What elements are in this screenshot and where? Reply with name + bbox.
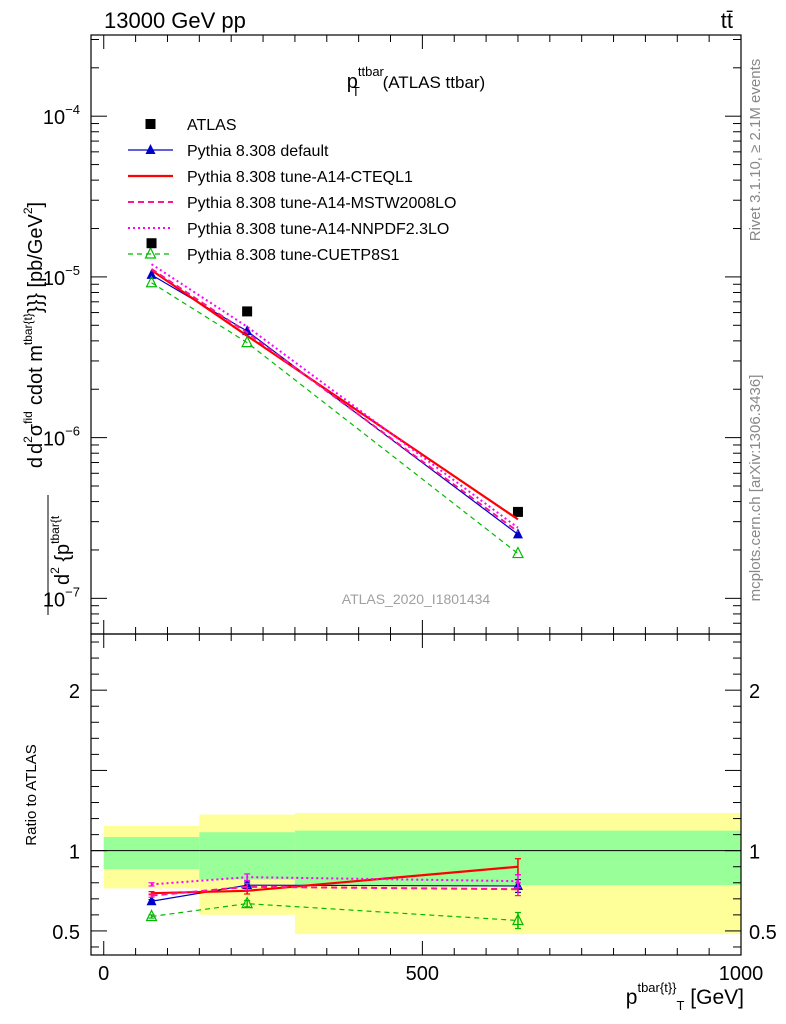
legend-label-3: Pythia 8.308 tune-A14-MSTW2008LO: [187, 195, 456, 212]
legend-marker-5: [144, 246, 157, 259]
main-point-0-1: [242, 306, 253, 317]
legend: ATLAS Pythia 8.308 default Pythia 8.308 tu…: [128, 117, 456, 264]
x-tick-label-2: 1000: [719, 963, 764, 985]
ratio-series-4: [145, 896, 524, 930]
main-point-5-1: [241, 335, 254, 348]
main-series-5: [145, 275, 524, 559]
legend-label-5: Pythia 8.308 tune-CUETP8S1: [187, 247, 400, 264]
ratio-y-ticks: [91, 641, 741, 948]
legend-marker-1: [145, 144, 156, 154]
process-label: tt̄: [721, 8, 733, 33]
main-point-1-0: [146, 268, 157, 279]
ratio-y-tick-label-right-1: 1: [749, 842, 760, 864]
ratio-y-tick-label-left-0: 0.5: [52, 922, 80, 944]
main-y-ticks: [91, 39, 741, 635]
y-tick-label-2: 10−5: [43, 263, 80, 290]
main-series-line-3: [150, 268, 519, 533]
x-tick-label-1: 500: [406, 963, 439, 985]
main-series-1: [146, 268, 523, 539]
legend-label-0: ATLAS: [187, 117, 237, 134]
plot-title: pttbar T (ATLAS ttbar): [347, 64, 485, 99]
svg-text:dd2σfidcdot mtbar{t}}}} [pb/Ge: dd2σfidcdot mtbar{t}}}} [pb/GeV2]: [21, 202, 47, 468]
main-point-0-0: [146, 238, 157, 249]
main-series-2: [150, 269, 519, 521]
band-green-0: [103, 837, 200, 870]
main-point-5-0: [145, 275, 158, 288]
x-ticks: [103, 35, 742, 955]
main-point-1-2: [512, 528, 523, 539]
rivet-version-label: Rivet 3.1.10, ≥ 2.1M events: [747, 59, 764, 242]
ratio-point-0-0: [146, 895, 157, 906]
ratio-series-2: [148, 882, 521, 898]
main-series-line-1: [151, 274, 519, 535]
collision-energy-label: 13000 GeV pp: [104, 8, 246, 33]
legend-label-1: Pythia 8.308 default: [187, 143, 329, 160]
mcplots-label: mcplots.cern.ch [arXiv:1306.3436]: [747, 375, 764, 602]
svg-text:d2 {ptbar{t: d2 {ptbar{t: [48, 515, 74, 585]
ratio-uncertainty-bands: [103, 812, 741, 935]
ratio-frame: [90, 633, 742, 956]
main-y-axis-label: dd2σfidcdot mtbar{t}}}} [pb/GeV2] d2 {pt…: [21, 202, 74, 615]
analysis-watermark: ATLAS_2020_I1801434: [342, 591, 491, 607]
y-tick-label-1: 10−6: [43, 424, 80, 451]
x-axis-label: ptbar{t}}T [GeV]: [626, 980, 744, 1013]
ratio-y-tick-label-right-2: 2: [749, 681, 760, 703]
main-series-3: [150, 268, 519, 533]
ratio-y-tick-label-right-0: 0.5: [749, 922, 777, 944]
y-tick-label-3: 10−4: [43, 102, 80, 129]
ratio-y-tick-label-left-1: 1: [69, 842, 80, 864]
main-series-0: [146, 238, 523, 517]
y-tick-label-0: 10−7: [43, 584, 80, 611]
ratio-point-4-0: [145, 909, 158, 922]
main-series-line-2: [150, 269, 519, 521]
ratio-y-tick-label-left-2: 2: [69, 681, 80, 703]
main-point-5-2: [511, 546, 524, 559]
legend-label-2: Pythia 8.308 tune-A14-CTEQL1: [187, 169, 413, 186]
legend-marker-0: [145, 119, 156, 129]
ratio-series-3: [148, 873, 521, 889]
ratio-point-4-1: [241, 896, 254, 909]
ratio-y-axis-label: Ratio to ATLAS: [23, 744, 40, 845]
legend-label-4: Pythia 8.308 tune-A14-NNPDF2.3LO: [187, 221, 449, 238]
main-series: [145, 238, 524, 559]
band-green-1: [199, 832, 295, 880]
ratio-point-4-2: [511, 913, 524, 926]
main-point-1-1: [242, 325, 253, 336]
main-point-0-2: [512, 506, 523, 517]
main-series-line-5: [151, 282, 519, 555]
x-tick-label-0: 0: [98, 963, 109, 985]
ratio-series: [145, 858, 524, 930]
